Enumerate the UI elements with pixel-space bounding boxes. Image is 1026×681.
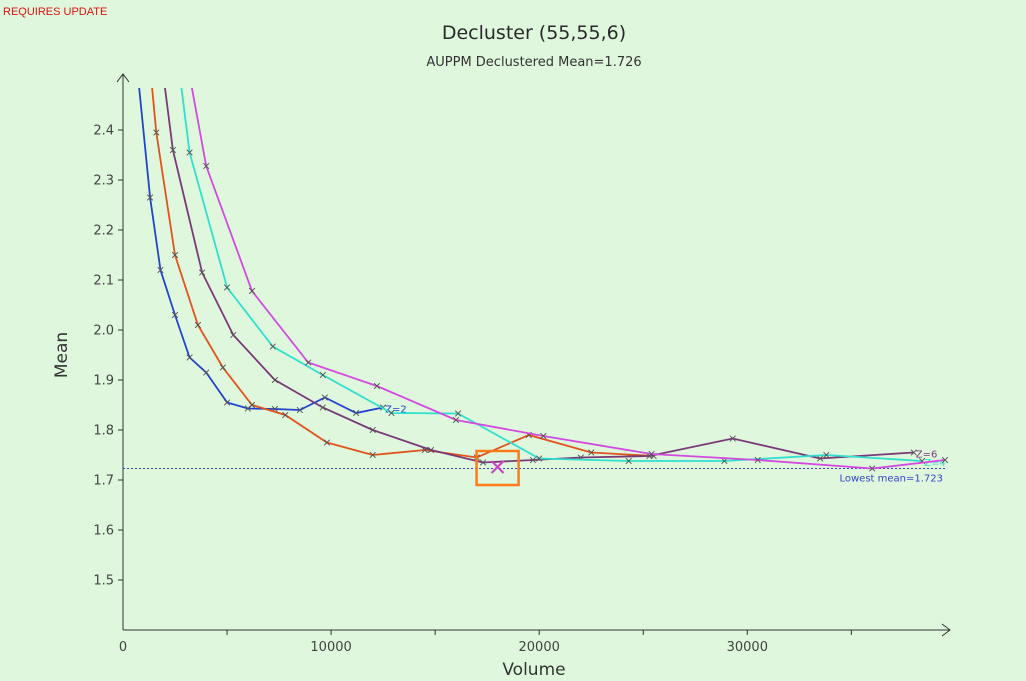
data-point [171, 311, 179, 319]
data-point [941, 456, 949, 464]
data-point [323, 439, 331, 446]
data-point [282, 411, 289, 419]
data-point [816, 455, 824, 462]
lowest-mean-label: Lowest mean=1.723 [839, 474, 943, 485]
series-line [138, 88, 384, 414]
y-tick-label: 1.7 [93, 474, 114, 489]
series-line [151, 88, 654, 459]
series-group: Z=2 Z=6Z=4 [131, 27, 949, 472]
data-point [454, 410, 462, 417]
data-point [352, 409, 360, 417]
x-tick-label: 0 [119, 640, 127, 655]
series-line [180, 88, 923, 462]
series-label: Z=2 [385, 405, 407, 416]
series-line [191, 88, 946, 470]
y-axis-arrow [116, 73, 130, 83]
data-point [186, 149, 193, 156]
y-tick-label: 2.3 [93, 174, 114, 189]
x-axis-arrow [941, 623, 951, 637]
requires-update-status: REQUIRES UPDATE [3, 6, 108, 18]
data-point [223, 399, 231, 406]
data-point [296, 406, 304, 414]
data-point [223, 284, 231, 291]
data-point [910, 449, 917, 456]
x-tick-label: 10000 [310, 640, 351, 655]
lowest-mean-highlight-box [475, 449, 520, 487]
data-point [869, 465, 876, 472]
x-tick-label: 20000 [519, 640, 560, 655]
data-point [369, 451, 376, 459]
y-tick-label: 1.8 [93, 424, 114, 439]
data-point [230, 331, 237, 339]
data-point [536, 455, 543, 462]
data-point [157, 266, 164, 274]
y-tick-label: 1.6 [93, 524, 114, 539]
x-axis-label: Volume [502, 660, 565, 680]
data-point [427, 446, 435, 454]
chart-title: Decluster (55,55,6) [442, 22, 626, 44]
data-point [369, 426, 376, 434]
data-point [540, 432, 547, 440]
data-point [171, 251, 179, 259]
data-point [319, 404, 326, 411]
data-point [153, 129, 160, 136]
y-tick-label: 1.9 [93, 374, 114, 389]
data-point [625, 457, 632, 465]
data-point [305, 359, 312, 366]
y-tick-label: 2.0 [93, 324, 114, 339]
data-point [729, 435, 736, 442]
data-point [452, 416, 460, 424]
series-label: Z=4 [924, 458, 946, 469]
data-point [178, 27, 184, 33]
data-point [721, 457, 728, 465]
data-point [248, 401, 256, 409]
data-point [186, 354, 193, 361]
data-point [146, 194, 154, 201]
data-point [203, 162, 210, 170]
x-tick-label: 30000 [727, 640, 768, 655]
data-point [269, 343, 276, 350]
y-tick-label: 1.5 [93, 574, 114, 589]
data-point [271, 376, 279, 384]
chart-subtitle: AUPPM Declustered Mean=1.726 [426, 55, 641, 70]
lowest-mean-marker [490, 460, 505, 474]
plot-area: 0 10000 20000 30000 1.5 1.6 1.7 1.8 1.9 2.0 2.1 2.2… [93, 27, 951, 655]
data-point [321, 394, 329, 401]
data-point [373, 382, 381, 390]
y-tick-label: 2.2 [93, 224, 114, 239]
data-point [219, 364, 227, 371]
data-point [823, 451, 830, 459]
data-point [248, 287, 256, 295]
data-point [388, 409, 395, 417]
data-point [203, 369, 210, 376]
y-tick-label: 2.1 [93, 274, 114, 289]
data-point [194, 321, 202, 329]
data-point [319, 371, 326, 379]
data-point [169, 146, 177, 154]
y-axis-label: Mean [52, 332, 72, 378]
data-point [198, 269, 206, 276]
data-point [131, 27, 137, 33]
data-point [754, 456, 761, 464]
series-label: Z=6 [916, 450, 938, 461]
data-point [588, 449, 595, 456]
data-point [529, 456, 537, 464]
data-point [479, 459, 487, 466]
data-point [648, 450, 655, 458]
y-tick-label: 2.4 [93, 124, 114, 139]
